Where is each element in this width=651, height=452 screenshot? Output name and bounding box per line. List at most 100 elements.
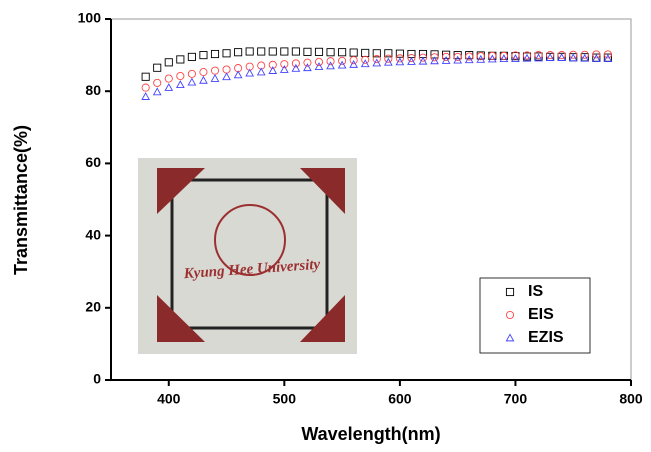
marker <box>505 310 515 320</box>
marker <box>464 55 474 64</box>
marker <box>384 49 393 58</box>
marker <box>175 80 185 89</box>
marker <box>488 51 497 60</box>
marker <box>338 56 347 65</box>
x-tick-label: 800 <box>619 391 643 407</box>
x-axis-label: Wavelength(nm) <box>301 424 440 444</box>
marker <box>152 87 162 96</box>
marker <box>407 53 416 63</box>
marker <box>164 83 174 91</box>
marker <box>372 58 382 67</box>
marker <box>187 52 196 61</box>
marker <box>557 51 566 60</box>
marker <box>568 53 578 62</box>
legend-label: EZIS <box>528 329 564 346</box>
marker <box>245 68 255 77</box>
marker <box>372 49 381 58</box>
marker <box>164 58 173 67</box>
x-tick-label: 500 <box>273 391 297 407</box>
marker <box>176 71 185 81</box>
x-tick-label: 600 <box>388 391 412 407</box>
marker <box>522 53 532 62</box>
marker <box>465 52 474 61</box>
marker <box>337 60 347 69</box>
marker <box>442 50 451 59</box>
legend-box <box>479 277 591 354</box>
marker <box>511 54 520 63</box>
marker <box>349 59 359 68</box>
marker <box>441 55 451 64</box>
marker <box>499 51 508 60</box>
marker <box>326 48 335 57</box>
marker <box>164 74 173 83</box>
marker <box>395 49 404 58</box>
marker <box>187 77 197 86</box>
marker <box>603 50 612 59</box>
marker <box>534 51 543 60</box>
marker <box>153 78 162 87</box>
marker <box>545 53 555 61</box>
marker <box>303 58 312 67</box>
marker <box>592 50 601 59</box>
x-tick-label: 700 <box>504 391 528 407</box>
marker <box>176 55 185 64</box>
marker <box>303 47 312 56</box>
marker <box>395 54 404 63</box>
marker <box>210 49 220 59</box>
marker <box>534 53 543 62</box>
marker <box>569 50 578 59</box>
marker <box>314 62 324 70</box>
marker <box>557 53 567 61</box>
marker <box>418 56 428 65</box>
marker <box>141 72 150 81</box>
y-tick-label: 80 <box>85 82 101 98</box>
marker <box>256 67 266 76</box>
marker <box>430 53 439 62</box>
marker <box>268 47 277 56</box>
marker <box>210 74 220 82</box>
corner <box>157 295 205 342</box>
marker <box>349 48 358 57</box>
x-tick-label: 400 <box>157 391 181 407</box>
marker <box>153 63 162 72</box>
marker <box>268 66 278 74</box>
marker <box>384 54 393 63</box>
marker <box>591 54 601 63</box>
marker <box>522 51 532 60</box>
marker <box>338 48 347 57</box>
marker <box>222 72 231 81</box>
marker <box>280 47 289 56</box>
marker <box>407 57 416 65</box>
marker <box>234 48 243 57</box>
y-axis-label: Transmittance(%) <box>11 125 31 275</box>
marker <box>326 61 335 70</box>
inset-photo: Kyung Hee University <box>138 158 357 354</box>
marker <box>453 52 462 61</box>
marker <box>314 47 324 56</box>
y-tick-label: 40 <box>85 226 101 242</box>
marker <box>279 65 289 73</box>
marker <box>222 65 231 74</box>
y-tick-label: 60 <box>85 154 101 170</box>
marker <box>505 333 515 342</box>
marker <box>187 69 196 78</box>
marker <box>268 60 277 69</box>
marker <box>487 54 497 63</box>
photo-frame <box>170 178 329 330</box>
marker <box>418 53 428 62</box>
marker <box>199 68 208 77</box>
marker <box>499 54 509 63</box>
marker <box>257 47 266 56</box>
marker <box>314 57 324 67</box>
marker <box>233 70 243 79</box>
legend-label: IS <box>528 283 543 300</box>
marker <box>280 60 289 69</box>
marker <box>210 66 220 75</box>
marker <box>349 56 358 65</box>
marker <box>546 51 555 60</box>
marker <box>141 83 150 92</box>
corner <box>300 295 345 342</box>
marker <box>476 54 486 63</box>
marker <box>360 59 370 68</box>
marker <box>453 51 462 60</box>
